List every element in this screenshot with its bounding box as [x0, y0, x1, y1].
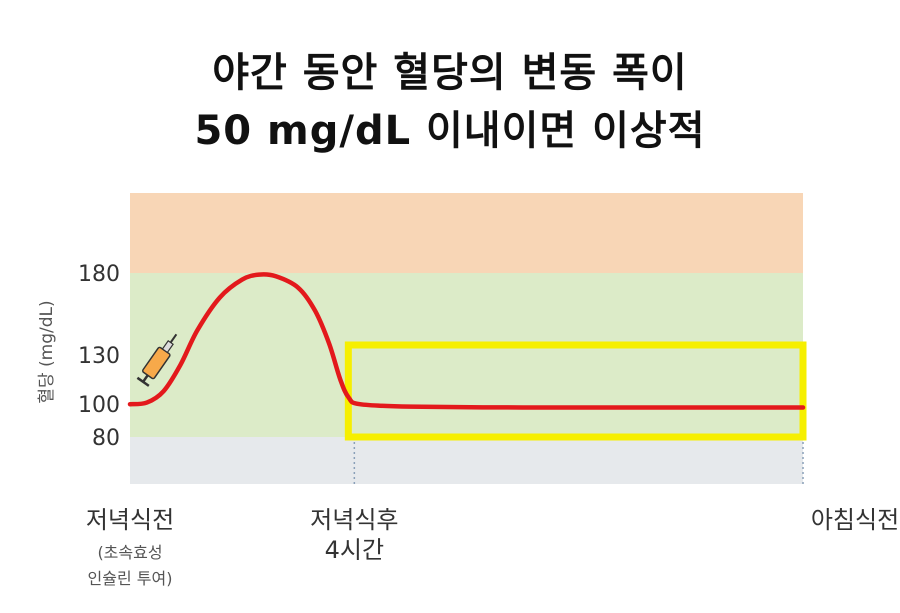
x-tick-sublabel: 인슐린 투여): [88, 569, 173, 588]
y-tick-label: 130: [78, 344, 120, 369]
syringe-icon: [136, 333, 178, 387]
y-axis-label: 혈당 (mg/dL): [37, 300, 57, 403]
x-tick-label: 아침식전: [811, 506, 899, 534]
x-tick-sublabel: (초속효성: [97, 543, 162, 562]
y-tick-label: 180: [78, 262, 120, 287]
band-1: [130, 273, 803, 437]
y-tick-label: 100: [78, 393, 120, 418]
band-0: [130, 193, 803, 273]
chart-title-line-2: 50 mg/dL 이내이면 이상적: [194, 108, 706, 154]
y-tick-label: 80: [92, 426, 120, 451]
x-tick-label: 저녁식전: [86, 506, 174, 534]
series-line-0: [127, 272, 806, 410]
highlight-box: [344, 341, 807, 441]
chart-title-line-1: 야간 동안 혈당의 변동 폭이: [212, 50, 688, 96]
x-tick-label: 저녁식후: [310, 506, 398, 534]
band-2: [130, 437, 803, 484]
x-tick-sublabel: 4시간: [325, 536, 384, 564]
